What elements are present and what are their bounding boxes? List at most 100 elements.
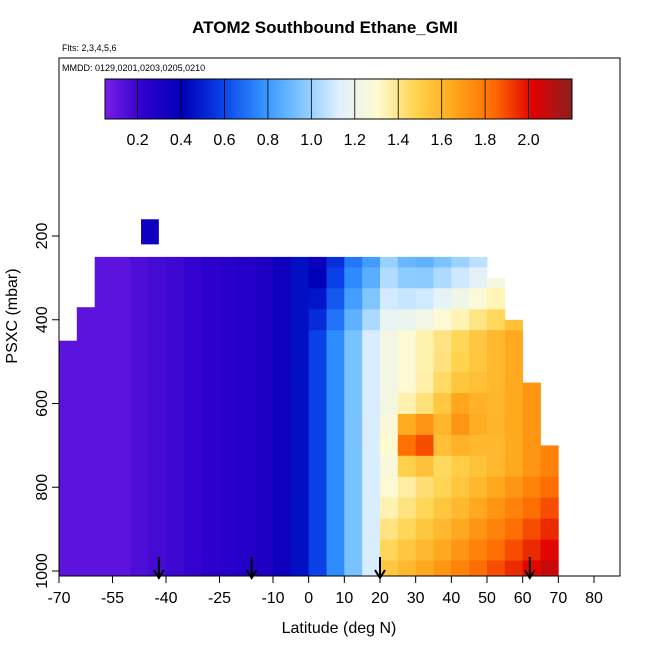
heat-cell bbox=[76, 497, 95, 519]
heat-cell bbox=[469, 330, 488, 352]
heat-cell bbox=[451, 256, 470, 268]
heat-cell bbox=[201, 393, 220, 415]
heat-cell bbox=[290, 267, 309, 289]
heat-cell bbox=[76, 455, 95, 478]
heat-cell bbox=[344, 434, 363, 457]
heat-cell bbox=[59, 518, 78, 540]
heat-cell bbox=[504, 455, 523, 478]
heat-cell bbox=[237, 560, 256, 576]
heat-cell bbox=[308, 455, 327, 478]
heat-cell bbox=[308, 372, 327, 394]
colorbar-ramp bbox=[104, 78, 573, 120]
heat-cell bbox=[148, 539, 167, 561]
heat-cell bbox=[166, 330, 185, 352]
heat-cell bbox=[362, 497, 381, 519]
heat-cell bbox=[362, 414, 381, 436]
heat-cell bbox=[219, 414, 238, 436]
heat-cell bbox=[166, 393, 185, 415]
heat-cell bbox=[273, 372, 292, 394]
heat-cell bbox=[201, 267, 220, 289]
heat-cell bbox=[433, 455, 452, 478]
heat-cell bbox=[183, 330, 202, 352]
heat-cell bbox=[362, 393, 381, 415]
heat-cell bbox=[326, 476, 345, 499]
heat-cell bbox=[112, 351, 131, 373]
heat-cell bbox=[415, 497, 434, 519]
heat-cell bbox=[326, 560, 345, 576]
heat-cell bbox=[380, 539, 399, 561]
heat-cell bbox=[94, 309, 113, 331]
heat-cell bbox=[487, 330, 506, 352]
heat-cell bbox=[255, 256, 274, 268]
heat-cell bbox=[487, 476, 506, 499]
heat-cell bbox=[112, 414, 131, 436]
heat-cell bbox=[201, 351, 220, 373]
heat-cell bbox=[183, 393, 202, 415]
heat-cell bbox=[166, 372, 185, 394]
heat-cell bbox=[469, 393, 488, 415]
heat-cell bbox=[59, 340, 78, 352]
heat-cell bbox=[148, 414, 167, 436]
heat-cell bbox=[397, 393, 416, 415]
heat-cell bbox=[433, 351, 452, 373]
heat-cell bbox=[130, 372, 149, 394]
heat-cell bbox=[183, 288, 202, 310]
heat-cell bbox=[183, 372, 202, 394]
heat-cell bbox=[487, 372, 506, 394]
heat-cell bbox=[166, 497, 185, 519]
heat-cell bbox=[433, 288, 452, 310]
heat-cell bbox=[433, 434, 452, 457]
colorbar: 0.2 0.4 0.6 0.8 1.0 1.2 1.4 1.6 1.8 2.0 bbox=[104, 78, 573, 149]
y-axis: 200 400 600 800 1000 bbox=[34, 223, 59, 589]
heat-cell bbox=[255, 476, 274, 499]
heat-cell bbox=[290, 476, 309, 499]
heat-cell bbox=[469, 288, 488, 310]
heat-cell bbox=[183, 455, 202, 478]
heat-cell bbox=[415, 309, 434, 331]
heat-cell bbox=[112, 372, 131, 394]
heat-cell bbox=[237, 476, 256, 499]
colorbar-tick-label: 1.6 bbox=[431, 132, 453, 149]
heat-cell bbox=[148, 330, 167, 352]
heat-cell bbox=[166, 539, 185, 561]
heat-cell bbox=[344, 393, 363, 415]
heat-cell bbox=[326, 256, 345, 268]
heat-cell bbox=[380, 372, 399, 394]
heat-cell bbox=[130, 518, 149, 540]
heat-cell bbox=[308, 539, 327, 561]
y-tick-label: 400 bbox=[34, 306, 51, 333]
heat-cell bbox=[112, 330, 131, 352]
heat-cell bbox=[237, 330, 256, 352]
heat-cell bbox=[451, 497, 470, 519]
heat-cell bbox=[344, 455, 363, 478]
heat-cell bbox=[344, 560, 363, 576]
heat-cell bbox=[76, 560, 95, 576]
heat-cell bbox=[380, 518, 399, 540]
heat-cell bbox=[76, 539, 95, 561]
heat-cell bbox=[308, 309, 327, 331]
heat-cell bbox=[130, 455, 149, 478]
heat-cell bbox=[504, 434, 523, 457]
heat-cell bbox=[290, 256, 309, 268]
heat-cell bbox=[219, 539, 238, 561]
heat-cell bbox=[522, 393, 541, 415]
heat-cell bbox=[469, 267, 488, 289]
heat-cell bbox=[183, 539, 202, 561]
heat-cell bbox=[201, 434, 220, 457]
heat-cell bbox=[290, 518, 309, 540]
heat-cell bbox=[219, 393, 238, 415]
heat-cell bbox=[148, 267, 167, 289]
flight-marker-head bbox=[153, 569, 165, 580]
heat-cell bbox=[380, 330, 399, 352]
x-tick-label: 80 bbox=[585, 590, 603, 607]
heat-cell bbox=[94, 372, 113, 394]
heat-cell bbox=[201, 560, 220, 576]
heat-cell bbox=[290, 372, 309, 394]
heat-cell bbox=[148, 434, 167, 457]
heat-cell bbox=[451, 288, 470, 310]
heat-cell bbox=[397, 372, 416, 394]
heat-cell bbox=[273, 288, 292, 310]
heat-cell bbox=[469, 455, 488, 478]
heat-cell bbox=[255, 372, 274, 394]
heat-cell bbox=[59, 497, 78, 519]
